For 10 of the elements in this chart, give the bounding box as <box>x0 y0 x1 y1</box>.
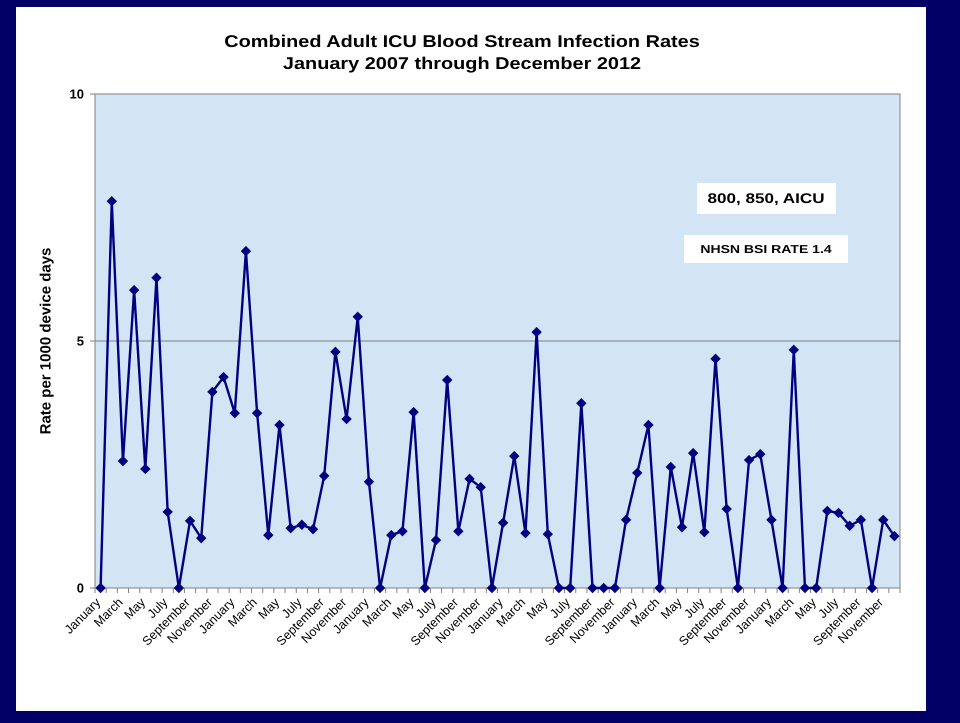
x-tick-label: May <box>256 594 283 622</box>
y-tick-label: 10 <box>70 86 84 102</box>
y-tick-label: 0 <box>76 580 84 596</box>
chart-subtitle: January 2007 through December 2012 <box>282 53 642 73</box>
annotation: NHSN BSI RATE 1.4 <box>700 242 833 256</box>
chart-title: Combined Adult ICU Blood Stream Infection Rates <box>224 31 700 51</box>
y-axis-title: Rate per 1000 device days <box>37 248 54 434</box>
annotation: 800, 850, AICU <box>707 191 825 206</box>
y-tick-label: 5 <box>76 334 84 349</box>
x-tick-label: May <box>658 594 686 622</box>
